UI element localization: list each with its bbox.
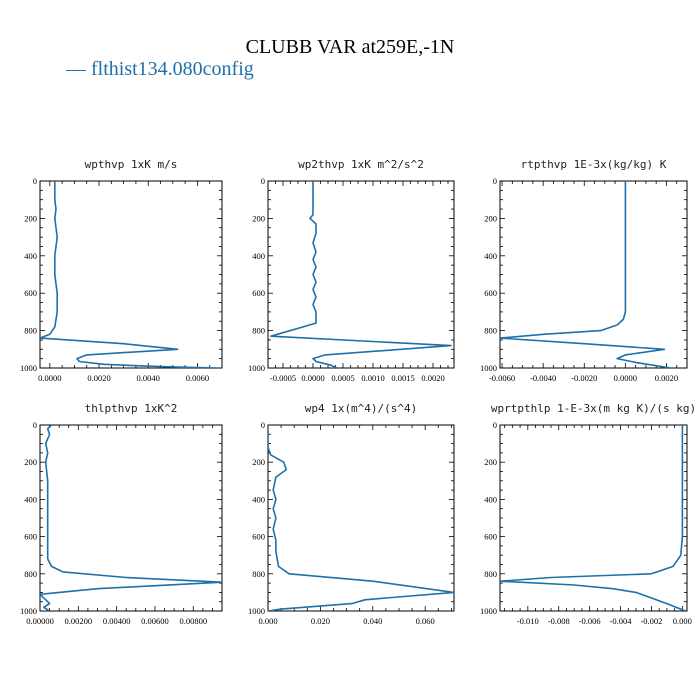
subplot-title: wp4 1x(m^4)/(s^4) (305, 402, 418, 415)
series-line (270, 181, 452, 368)
y-tick-label: 800 (484, 326, 497, 336)
y-tick-label: 800 (252, 326, 265, 336)
y-tick-label: 600 (484, 532, 497, 542)
y-tick-label: 400 (24, 494, 37, 504)
y-tick-label: 800 (24, 569, 37, 579)
plot-frame (267, 180, 455, 369)
x-tick-label: -0.0060 (489, 373, 515, 383)
x-tick-label: 0.0000 (614, 373, 637, 383)
x-tick-label: 0.0000 (38, 373, 61, 383)
x-tick-label: 0.040 (363, 616, 382, 626)
x-tick-label: -0.002 (640, 616, 662, 626)
y-tick-label: 1000 (480, 606, 497, 616)
y-tick-label: 800 (252, 569, 265, 579)
x-tick-label: 0.00200 (65, 616, 93, 626)
y-tick-label: 400 (24, 251, 37, 261)
x-tick-label: 0.0000 (301, 373, 324, 383)
subplot-title: thlpthvp 1xK^2 (85, 402, 178, 415)
x-tick-label: -0.0040 (530, 373, 556, 383)
y-tick-label: 400 (484, 494, 497, 504)
y-tick-label: 0 (33, 176, 37, 186)
y-tick-label: 400 (252, 251, 265, 261)
series-line (500, 181, 671, 368)
x-tick-label: 0.0010 (361, 373, 384, 383)
y-tick-label: 1000 (20, 606, 37, 616)
y-tick-label: 1000 (20, 363, 37, 373)
x-tick-label: -0.004 (610, 616, 633, 626)
x-tick-label: -0.0005 (270, 373, 296, 383)
figure-title: CLUBB VAR at259E,-1N (245, 36, 455, 58)
y-tick-label: 800 (484, 569, 497, 579)
x-tick-label: -0.008 (548, 616, 570, 626)
subplot-title: wp2thvp 1xK m^2/s^2 (298, 158, 424, 171)
subplot-3: rtpthvp 1E-3x(kg/kg) K02004006008001000-… (480, 158, 688, 383)
x-tick-label: 0.00400 (103, 616, 131, 626)
x-tick-label: 0.0040 (137, 373, 160, 383)
y-tick-label: 600 (24, 288, 37, 298)
subplot-2: wp2thvp 1xK m^2/s^2 0 200 400 600 800 1000 -0.0… (248, 158, 455, 383)
subplot-6: wprtpthlp 1-E-3x(m kg K)/(s kg) 0 200 400 60… (480, 402, 696, 626)
y-tick-label: 600 (252, 532, 265, 542)
y-tick-label: 0 (261, 176, 265, 186)
y-tick-label: 0 (493, 420, 497, 430)
y-tick-label: 600 (484, 288, 497, 298)
series-line (40, 181, 218, 368)
y-tick-label: 200 (484, 457, 497, 467)
y-tick-label: 200 (24, 457, 37, 467)
y-tick-label: 0 (261, 420, 265, 430)
y-tick-label: 400 (252, 494, 265, 504)
y-tick-label: 1000 (248, 606, 265, 616)
y-tick-label: 600 (24, 532, 37, 542)
legend-entry: — flthist134.080config (66, 58, 254, 80)
x-tick-label: 0.0020 (87, 373, 110, 383)
subplot-title: rtpthvp 1E-3x(kg/kg) K (521, 158, 667, 171)
y-tick-label: 400 (484, 251, 497, 261)
y-tick-label: 800 (24, 326, 37, 336)
x-tick-label: 0.0020 (421, 373, 444, 383)
x-tick-label: 0.0060 (186, 373, 209, 383)
x-tick-label: -0.006 (579, 616, 601, 626)
x-tick-label: 0.0015 (391, 373, 414, 383)
x-tick-label: 0.0020 (655, 373, 678, 383)
y-tick-label: 0 (493, 176, 497, 186)
series-line (268, 425, 454, 611)
x-tick-label: 0.060 (416, 616, 435, 626)
series-line (40, 425, 222, 611)
x-tick-label: 0.020 (311, 616, 330, 626)
y-tick-label: 600 (252, 288, 265, 298)
x-tick-label: 0.000 (258, 616, 277, 626)
x-tick-label: 0.00800 (179, 616, 207, 626)
x-tick-label: 0.00000 (26, 616, 54, 626)
y-tick-label: 200 (252, 457, 265, 467)
plot-frame (267, 424, 455, 612)
y-tick-label: 0 (33, 420, 37, 430)
x-tick-label: 0.0005 (331, 373, 354, 383)
subplot-title: wpthvp 1xK m/s (85, 158, 178, 171)
series-line (500, 425, 686, 611)
x-tick-label: 0.000 (673, 616, 692, 626)
y-tick-label: 200 (252, 213, 265, 223)
x-tick-label: -0.010 (517, 616, 539, 626)
subplot-title: wprtpthlp 1-E-3x(m kg K)/(s kg) (491, 402, 696, 415)
y-tick-label: 1000 (480, 363, 497, 373)
y-tick-label: 200 (24, 213, 37, 223)
x-tick-label: 0.00600 (141, 616, 169, 626)
y-tick-label: 200 (484, 213, 497, 223)
x-tick-label: -0.0020 (571, 373, 597, 383)
y-tick-label: 1000 (248, 363, 265, 373)
